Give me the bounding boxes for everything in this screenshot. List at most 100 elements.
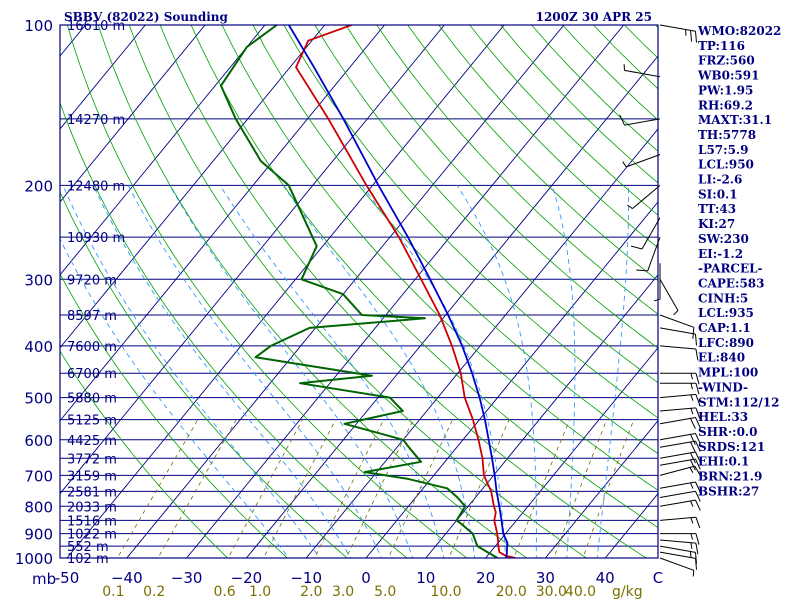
station-index-item: EHI:0.1 <box>698 455 749 469</box>
mixing-ratio-label: 40.0 <box>565 584 596 600</box>
isotherm-line <box>60 25 206 203</box>
mixing-ratio-line <box>157 419 237 558</box>
temperature-tick-label: 40 <box>596 569 615 587</box>
parcel-profile <box>288 25 509 558</box>
station-index-item: LCL:950 <box>698 158 754 172</box>
isotherm-line <box>246 55 658 558</box>
wind-barb <box>659 314 695 339</box>
height-label: 9720 m <box>67 273 117 288</box>
station-index-item: SRDS:121 <box>698 440 765 454</box>
wind-barb <box>659 279 679 316</box>
station-index-item: TH:5778 <box>698 128 756 142</box>
pressure-tick-label: 400 <box>24 338 53 356</box>
mixing-ratio-label: 0.6 <box>213 584 235 600</box>
temperature-tick-label: 20 <box>476 569 495 587</box>
station-index-item: LI:-2.6 <box>698 173 742 187</box>
height-label: 8597 m <box>67 309 117 324</box>
station-index-item: PW:1.95 <box>698 83 753 97</box>
temperature-tick-label: −40 <box>111 569 143 587</box>
station-indices: WMO:82022TP:116FRZ:560WB0:591PW:1.95RH:6… <box>697 24 781 498</box>
pressure-tick-label: 800 <box>24 498 53 516</box>
wind-barb <box>659 539 699 555</box>
height-label: 1022 m <box>67 528 117 543</box>
isotherm-line <box>126 25 565 558</box>
height-label: 5880 m <box>67 392 117 407</box>
pressure-tick-label: 500 <box>24 390 53 408</box>
wind-barb <box>659 433 701 445</box>
moist-adiabat-line <box>127 185 383 558</box>
wind-barb <box>660 382 700 395</box>
wind-barb <box>659 481 701 493</box>
mixing-ratio-line <box>314 419 385 558</box>
dry-adiabat-line <box>60 101 408 558</box>
moist-adiabat-line <box>361 185 507 558</box>
isotherm-line <box>485 347 658 558</box>
height-label: 1516 m <box>67 514 117 529</box>
height-label: 6700 m <box>67 367 117 382</box>
wind-barb <box>627 185 661 210</box>
temperature-tick-label: 30 <box>536 569 555 587</box>
mixing-ratio-line <box>513 419 571 558</box>
dry-adiabat-line <box>60 272 288 558</box>
station-index-item: HEL:33 <box>698 410 748 424</box>
station-index-item: TT:43 <box>698 202 736 216</box>
station-index-item: TP:116 <box>698 39 745 53</box>
dry-adiabat-line <box>345 25 658 349</box>
pressure-tick-label: 600 <box>24 432 53 450</box>
isotherm-line <box>60 25 146 130</box>
station-index-item: SI:0.1 <box>698 187 738 201</box>
isotherm-line <box>545 419 658 558</box>
pressure-tick-label: 300 <box>24 271 53 289</box>
station-index-item: LFC:890 <box>698 336 754 350</box>
station-index-item: WMO:82022 <box>697 24 781 38</box>
station-index-item: CAPE:583 <box>698 276 765 290</box>
height-label: 102 m <box>67 552 109 567</box>
wind-barb <box>659 557 695 577</box>
wind-barb <box>630 217 661 250</box>
mixing-ratio-line <box>582 419 635 558</box>
dry-adiabat-line <box>779 25 800 569</box>
station-index-item: STM:112/12 <box>698 395 779 409</box>
dry-adiabat-line <box>252 25 658 455</box>
pressure-axis-label: mb <box>32 570 56 588</box>
dry-adiabat-line <box>60 350 229 558</box>
dry-adiabat-line <box>128 25 588 558</box>
mixing-ratio-line <box>345 419 414 558</box>
wind-barb <box>659 393 701 406</box>
height-label: 16610 m <box>67 19 125 34</box>
wind-barb <box>622 154 661 168</box>
mixing-ratio-label: 5.0 <box>374 584 396 600</box>
mixing-ratio-line <box>387 419 453 558</box>
wind-barb <box>623 64 661 78</box>
wind-barb <box>659 551 697 570</box>
isotherm-line <box>425 274 658 558</box>
mixing-ratio-line <box>553 419 608 558</box>
temperature-tick-label: -50 <box>55 569 80 587</box>
wind-barb <box>660 372 700 385</box>
wind-barb <box>659 499 701 511</box>
isotherm-line <box>60 25 326 349</box>
isotherm-line <box>186 25 625 558</box>
station-index-item: KI:27 <box>698 217 735 231</box>
moist-adiabat-line <box>456 185 537 558</box>
mixing-ratio-line <box>263 419 337 558</box>
mixing-ratio-label: 3.0 <box>332 584 354 600</box>
temperature-tick-label: 10 <box>416 569 435 587</box>
height-label: 7600 m <box>67 340 117 355</box>
height-label: 10930 m <box>67 231 125 246</box>
dry-adiabat-line <box>221 25 658 491</box>
temperature-tick-label: −20 <box>231 569 263 587</box>
mixing-ratio-label: 1.0 <box>249 584 271 600</box>
mixing-ratio-label: 10.0 <box>430 584 461 600</box>
station-index-item: BSHR:27 <box>698 484 759 498</box>
station-index-item: EL:840 <box>698 351 745 365</box>
height-label: 2033 m <box>67 500 117 515</box>
isotherm-line <box>66 25 505 558</box>
plot-background <box>60 25 658 558</box>
station-index-item: RH:69.2 <box>698 98 753 112</box>
temperature-tick-label: −10 <box>290 569 322 587</box>
height-label: 552 m <box>67 540 109 555</box>
wind-barb <box>659 545 697 564</box>
